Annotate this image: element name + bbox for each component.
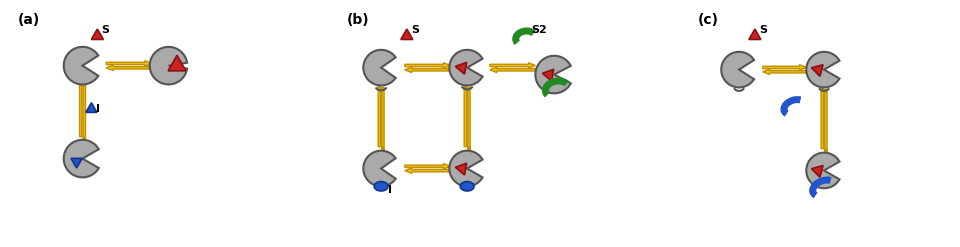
Wedge shape [536, 56, 571, 93]
Text: (a): (a) [17, 13, 39, 27]
Wedge shape [150, 47, 187, 84]
Text: (c): (c) [698, 13, 718, 27]
Polygon shape [455, 62, 467, 74]
Wedge shape [63, 47, 98, 84]
Polygon shape [85, 103, 97, 112]
Polygon shape [823, 89, 828, 156]
Text: S: S [102, 25, 109, 35]
Wedge shape [363, 151, 396, 186]
Polygon shape [463, 81, 468, 147]
Text: S2: S2 [532, 25, 547, 35]
Polygon shape [168, 55, 186, 71]
Polygon shape [107, 65, 152, 71]
Polygon shape [380, 87, 386, 154]
Polygon shape [811, 65, 823, 76]
Text: (b): (b) [347, 13, 370, 27]
Wedge shape [363, 50, 396, 85]
Wedge shape [63, 140, 99, 177]
Polygon shape [78, 79, 84, 137]
Polygon shape [405, 164, 450, 169]
Polygon shape [91, 29, 104, 40]
Text: S: S [411, 25, 419, 35]
Polygon shape [107, 61, 152, 66]
Ellipse shape [374, 182, 388, 191]
Ellipse shape [460, 182, 474, 191]
Polygon shape [82, 85, 87, 144]
Polygon shape [542, 69, 554, 81]
Polygon shape [405, 63, 450, 68]
Text: I: I [388, 185, 392, 195]
Polygon shape [490, 67, 536, 73]
Wedge shape [449, 50, 483, 85]
Polygon shape [455, 163, 467, 175]
Wedge shape [721, 52, 754, 87]
Polygon shape [749, 29, 761, 40]
Polygon shape [763, 65, 806, 70]
Polygon shape [820, 82, 825, 149]
Polygon shape [401, 29, 413, 40]
Polygon shape [376, 81, 382, 147]
Polygon shape [71, 158, 83, 168]
Text: I: I [96, 104, 101, 114]
Polygon shape [405, 67, 450, 73]
Wedge shape [806, 52, 839, 87]
Polygon shape [490, 63, 536, 68]
Text: S: S [758, 25, 767, 35]
Wedge shape [806, 153, 839, 188]
Polygon shape [811, 165, 823, 177]
Polygon shape [405, 168, 450, 173]
Polygon shape [763, 69, 806, 75]
Wedge shape [449, 151, 483, 186]
Polygon shape [467, 87, 471, 154]
